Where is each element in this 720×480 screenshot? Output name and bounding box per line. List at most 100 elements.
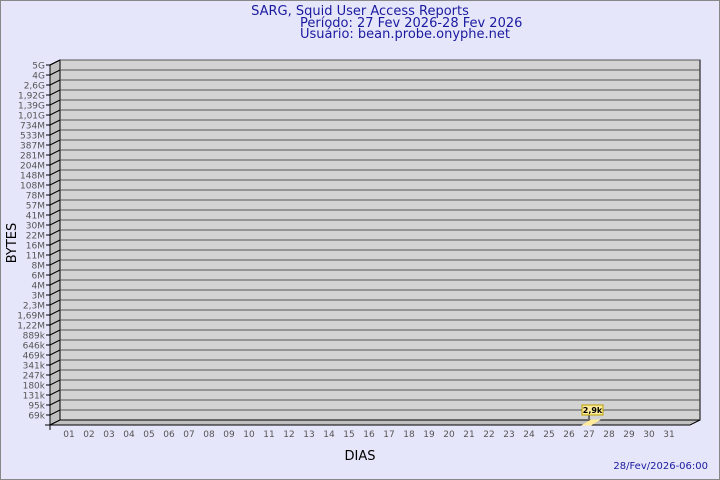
- y-tick-label: 148M: [20, 172, 45, 182]
- x-tick-label: 05: [143, 430, 154, 440]
- y-tick-label: 4G: [32, 72, 45, 82]
- y-tick-label: 1,39G: [18, 102, 45, 112]
- y-tick-label: 341k: [23, 362, 46, 372]
- x-tick-label: 19: [423, 430, 435, 440]
- grid-side-line: [49, 69, 61, 76]
- grid-side-line: [49, 249, 61, 256]
- grid-side-line: [49, 149, 61, 156]
- x-tick-label: 23: [503, 430, 514, 440]
- y-tick-label: 78M: [26, 192, 45, 202]
- y-tick-label: 4M: [32, 282, 46, 292]
- grid-side-line: [49, 79, 61, 86]
- x-tick-label: 29: [623, 430, 635, 440]
- y-tick-label: 734M: [20, 122, 45, 132]
- y-tick-label: 41M: [26, 212, 45, 222]
- timestamp: 28/Fev/2026-06:00: [613, 461, 708, 472]
- grid-side-line: [49, 139, 61, 146]
- grid-side-line: [49, 259, 61, 266]
- y-tick-label: 3M: [32, 292, 46, 302]
- period-label: Período: 27 Fev 2026-28 Fev 2026: [300, 16, 523, 31]
- grid-side-line: [49, 209, 61, 216]
- grid-side-line: [49, 119, 61, 126]
- grid-side-line: [49, 219, 61, 226]
- x-tick-label: 09: [223, 430, 235, 440]
- y-tick-label: 11M: [26, 252, 45, 262]
- y-tick-label: 387M: [20, 142, 45, 152]
- grid-side-line: [49, 389, 61, 396]
- grid-side-line: [49, 169, 61, 176]
- y-tick-label: 131k: [23, 392, 46, 402]
- bar-27: [581, 419, 601, 426]
- grid-side-line: [49, 309, 61, 316]
- x-tick-label: 27: [583, 430, 594, 440]
- x-tick-label: 18: [403, 430, 415, 440]
- y-tick-label: 1,01G: [18, 112, 45, 122]
- x-tick-label: 30: [643, 430, 655, 440]
- grid-side-line: [49, 349, 61, 356]
- x-tick-label: 03: [103, 430, 114, 440]
- grid-side-line: [49, 239, 61, 246]
- grid-side-line: [49, 59, 61, 66]
- y-tick-label: 469k: [23, 352, 46, 362]
- y-tick-label: 180k: [23, 382, 46, 392]
- y-tick-label: 533M: [20, 132, 45, 142]
- y-tick-label: 30M: [26, 222, 45, 232]
- user-label: Usuário: bean.probe.onyphe.net: [300, 27, 510, 42]
- y-tick-label: 204M: [20, 162, 45, 172]
- grid-side-line: [49, 159, 61, 166]
- y-tick-label: 69k: [28, 412, 45, 422]
- y-tick-label: 5G: [32, 62, 45, 72]
- x-tick-label: 15: [343, 430, 354, 440]
- x-tick-label: 01: [63, 430, 74, 440]
- grid-side-line: [49, 129, 61, 136]
- grid-side-line: [49, 399, 61, 406]
- x-tick-label: 31: [663, 430, 674, 440]
- x-tick-label: 13: [303, 430, 314, 440]
- grid-side-line: [49, 319, 61, 326]
- x-tick-label: 28: [603, 430, 615, 440]
- y-tick-label: 95k: [28, 402, 45, 412]
- y-tick-label: 57M: [26, 202, 45, 212]
- grid-side-line: [49, 109, 61, 116]
- grid-side-line: [49, 99, 61, 106]
- data-label-box: [581, 404, 604, 416]
- grid-side-line: [49, 179, 61, 186]
- x-tick-label: 11: [263, 430, 274, 440]
- grid-side-line: [49, 339, 61, 346]
- y-tick-label: 16M: [26, 242, 45, 252]
- grid-side-line: [49, 199, 61, 206]
- y-tick-label: 889k: [23, 332, 46, 342]
- y-tick-label: 1,69M: [17, 312, 45, 322]
- x-tick-label: 21: [463, 430, 474, 440]
- x-tick-label: 25: [543, 430, 554, 440]
- x-tick-label: 07: [183, 430, 194, 440]
- x-tick-label: 04: [123, 430, 135, 440]
- x-axis-label: DIAS: [345, 449, 376, 464]
- y-tick-label: 8M: [32, 262, 46, 272]
- grid-side-line: [49, 89, 61, 96]
- grid-side-line: [49, 189, 61, 196]
- x-tick-label: 24: [523, 430, 535, 440]
- grid-side-line: [49, 359, 61, 366]
- x-tick-label: 02: [83, 430, 94, 440]
- y-tick-label: 1,92G: [18, 92, 45, 102]
- data-label: 2,9k: [583, 406, 603, 415]
- grid-side-line: [49, 229, 61, 236]
- y-tick-label: 247k: [23, 372, 46, 382]
- y-tick-label: 22M: [26, 232, 45, 242]
- x-tick-label: 17: [383, 430, 394, 440]
- y-tick-label: 1,22M: [17, 322, 45, 332]
- grid-side-line: [49, 369, 61, 376]
- x-tick-label: 08: [203, 430, 215, 440]
- y-tick-label: 646k: [23, 342, 46, 352]
- x-tick-label: 16: [363, 430, 375, 440]
- x-tick-label: 06: [163, 430, 175, 440]
- x-tick-label: 14: [323, 430, 335, 440]
- plot-floor: [49, 419, 701, 426]
- grid-side-line: [49, 279, 61, 286]
- x-tick-label: 10: [243, 430, 255, 440]
- grid-side-line: [49, 289, 61, 296]
- grid-side-line: [49, 329, 61, 336]
- x-tick-label: 26: [563, 430, 575, 440]
